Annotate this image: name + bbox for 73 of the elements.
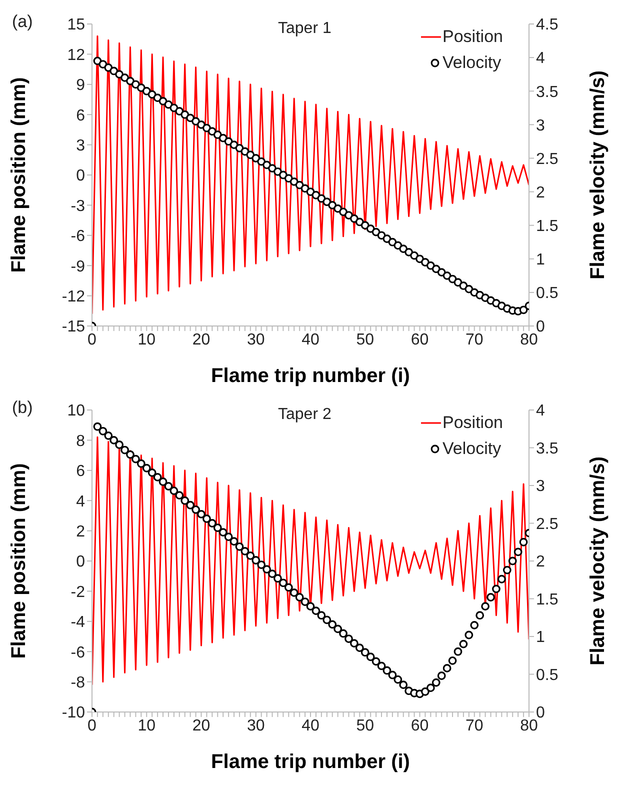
y-tick-label: 0 bbox=[76, 168, 86, 185]
y-tick-label: 0 bbox=[76, 554, 86, 571]
y-tick-label: 12 bbox=[67, 46, 86, 64]
y-tick-label: -3 bbox=[70, 198, 86, 215]
y2-tick-label: 0 bbox=[536, 704, 545, 722]
y-axis-title: Flame position (mm) bbox=[8, 77, 30, 273]
y-tick-label: -12 bbox=[62, 288, 86, 306]
x-tick-label: 50 bbox=[356, 331, 374, 348]
x-tick-label: 50 bbox=[356, 717, 374, 734]
y2-tick-label: 2.5 bbox=[536, 150, 558, 168]
y2-tick-label: 3 bbox=[536, 478, 545, 496]
y-tick-label: -4 bbox=[70, 614, 86, 632]
y-tick-label: -6 bbox=[70, 228, 86, 246]
text: (a) bbox=[12, 12, 33, 32]
y2-tick-label: 3.5 bbox=[536, 440, 558, 458]
y2-tick-label: 3 bbox=[536, 117, 545, 134]
legend-label: Velocity bbox=[442, 439, 502, 459]
y2-tick-label: 0.5 bbox=[536, 666, 558, 684]
y2-tick-label: 0.5 bbox=[536, 285, 558, 302]
y2-tick-label: 2.5 bbox=[536, 516, 558, 533]
x-tick-label: 80 bbox=[520, 331, 538, 348]
annotation: Taper 1 bbox=[278, 20, 332, 38]
y2-tick-label: 3.5 bbox=[536, 84, 558, 101]
y-tick-label: 10 bbox=[67, 402, 86, 420]
y-tick-label: -8 bbox=[70, 674, 86, 692]
y2-tick-label: 0 bbox=[536, 318, 545, 336]
y-tick-label: 8 bbox=[76, 432, 86, 450]
y-tick-label: 6 bbox=[76, 107, 86, 124]
y2-tick-label: 4.5 bbox=[536, 16, 558, 34]
y2-axis-title: Flame velocity (mm/s) bbox=[587, 456, 610, 666]
y2-tick-label: 2 bbox=[536, 184, 545, 202]
y-tick-label: 3 bbox=[76, 137, 86, 154]
x-tick-label: 20 bbox=[192, 717, 210, 734]
legend-label: Velocity bbox=[442, 53, 502, 73]
x-axis-title: Flame trip number (i) bbox=[211, 365, 410, 387]
legend-label: Position bbox=[442, 413, 503, 433]
y2-tick-label: 1.5 bbox=[536, 591, 558, 608]
y-tick-label: -9 bbox=[70, 258, 86, 276]
x-tick-label: 20 bbox=[192, 331, 210, 348]
y2-tick-label: 1.5 bbox=[536, 218, 558, 236]
x-tick-label: 60 bbox=[410, 717, 429, 734]
y2-tick-label: 1 bbox=[536, 629, 545, 646]
x-tick-label: 40 bbox=[302, 717, 320, 734]
y-tick-label: 2 bbox=[76, 523, 86, 540]
y2-tick-label: 4 bbox=[536, 50, 545, 68]
y-tick-label: 9 bbox=[76, 77, 86, 94]
y-tick-label: -15 bbox=[62, 318, 86, 336]
y2-axis-title: Flame velocity (mm/s) bbox=[587, 70, 610, 280]
y-tick-label: 15 bbox=[67, 16, 86, 34]
x-tick-label: 30 bbox=[246, 331, 265, 348]
y-axis-title: Flame position (mm) bbox=[8, 463, 30, 659]
x-tick-label: 10 bbox=[138, 331, 156, 348]
x-tick-label: 0 bbox=[88, 331, 97, 348]
x-tick-label: 60 bbox=[410, 331, 429, 348]
x-tick-label: 40 bbox=[302, 331, 320, 348]
y-tick-label: -2 bbox=[70, 584, 86, 601]
text: (b) bbox=[12, 398, 33, 418]
y-tick-label: -10 bbox=[62, 704, 86, 722]
x-tick-label: 0 bbox=[88, 717, 97, 734]
y-tick-label: 4 bbox=[76, 493, 86, 510]
y2-tick-label: 1 bbox=[536, 252, 545, 269]
x-axis-title: Flame trip number (i) bbox=[211, 751, 410, 773]
legend-label: Position bbox=[442, 27, 503, 47]
y-tick-label: 6 bbox=[76, 463, 86, 480]
y2-tick-label: 4 bbox=[536, 402, 545, 420]
x-tick-label: 70 bbox=[465, 331, 484, 348]
x-tick-label: 30 bbox=[246, 717, 265, 734]
x-tick-label: 80 bbox=[520, 717, 538, 734]
x-tick-label: 10 bbox=[138, 717, 156, 734]
y-tick-label: -6 bbox=[70, 644, 86, 662]
y2-tick-label: 2 bbox=[536, 554, 545, 571]
x-tick-label: 70 bbox=[465, 717, 484, 734]
annotation: Taper 2 bbox=[278, 406, 332, 424]
